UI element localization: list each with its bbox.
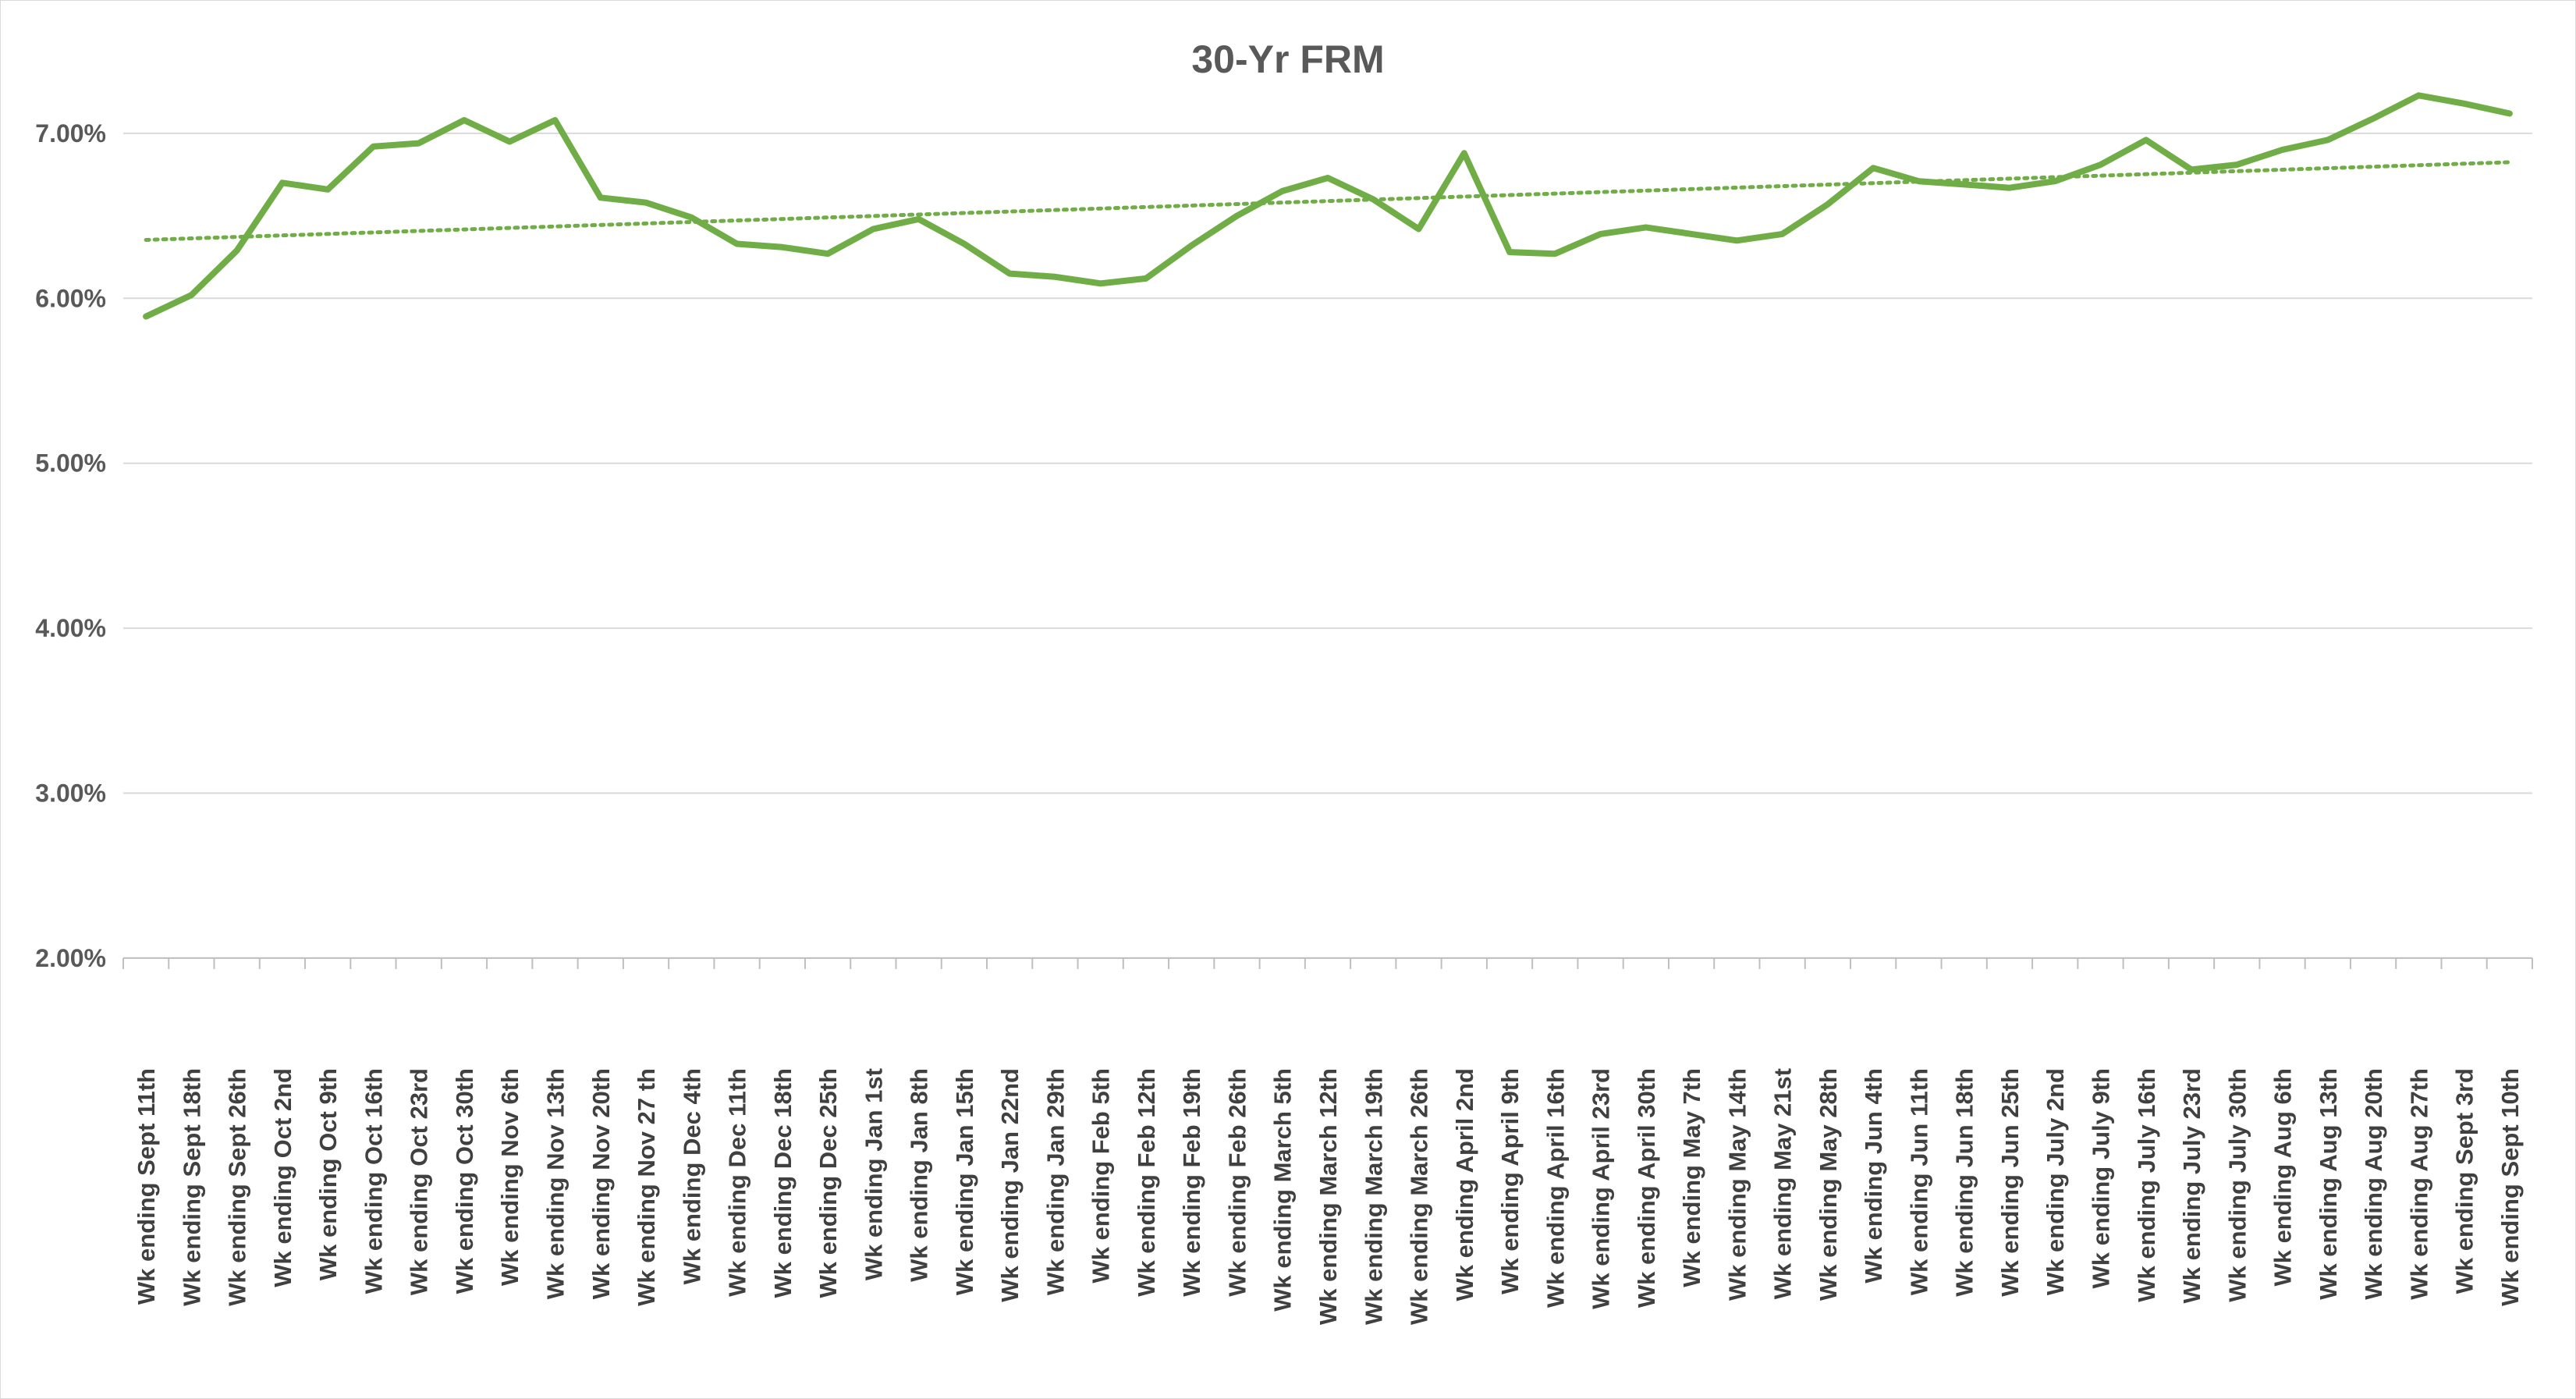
x-tick-label: Wk ending Oct 2nd: [269, 1068, 296, 1287]
x-tick-label: Wk ending Oct 30th: [451, 1068, 478, 1294]
x-tick-label: Wk ending Dec 25th: [814, 1068, 842, 1298]
x-tick-label: Wk ending April 23rd: [1588, 1068, 1615, 1309]
x-tick-label: Wk ending April 9th: [1496, 1068, 1524, 1294]
x-tick-label: Wk ending Oct 9th: [314, 1068, 342, 1280]
x-tick-label: Wk ending Oct 23rd: [406, 1068, 433, 1295]
y-tick-label: 4.00%: [35, 614, 106, 642]
x-tick-label: Wk ending July 23rd: [2178, 1068, 2205, 1303]
x-tick-label: Wk ending May 28th: [1815, 1068, 1842, 1301]
chart-title: 30-Yr FRM: [1191, 37, 1384, 81]
x-tick-label: Wk ending Jun 11th: [1905, 1068, 1932, 1295]
x-tick-label: Wk ending March 5th: [1269, 1068, 1297, 1312]
y-tick-label: 3.00%: [35, 779, 106, 808]
x-axis: [122, 957, 2533, 969]
x-tick-label: Wk ending Feb 5th: [1088, 1068, 1115, 1284]
x-tick-label: Wk ending Sept 3rd: [2451, 1068, 2478, 1294]
x-tick-label: Wk ending Jun 4th: [1860, 1068, 1887, 1284]
y-tick-label: 2.00%: [35, 944, 106, 972]
x-tick-label: Wk ending May 14th: [1723, 1068, 1751, 1301]
series-layer: [143, 92, 2513, 320]
x-tick-label: Wk ending March 19th: [1360, 1068, 1387, 1325]
x-tick-label: Wk ending Aug 6th: [2269, 1068, 2297, 1287]
x-tick-label: Wk ending Feb 26th: [1223, 1068, 1251, 1297]
x-tick-label: Wk ending July 30th: [2223, 1068, 2251, 1302]
y-axis-tick-labels: 2.00% 3.00% 4.00% 5.00% 6.00% 7.00%: [35, 119, 106, 972]
x-tick-label: Wk ending Aug 20th: [2360, 1068, 2387, 1300]
x-tick-label: Wk ending Jan 8th: [906, 1068, 933, 1282]
x-tick-label: Wk ending Jun 25th: [1996, 1068, 2024, 1297]
x-tick-label: Wk ending Jan 1st: [860, 1068, 887, 1280]
x-tick-label: Wk ending Aug 13th: [2315, 1068, 2342, 1300]
y-tick-label: 5.00%: [35, 449, 106, 478]
x-tick-label: Wk ending March 12th: [1315, 1068, 1342, 1325]
x-tick-label: Wk ending Jan 29th: [1041, 1068, 1069, 1295]
x-tick-label: Wk ending Dec 11th: [724, 1068, 751, 1297]
x-tick-label: Wk ending July 2nd: [2042, 1068, 2069, 1295]
x-tick-label: Wk ending Sept 26th: [224, 1068, 251, 1306]
x-tick-label: Wk ending July 9th: [2087, 1068, 2114, 1288]
x-tick-label: Wk ending Nov 13th: [542, 1068, 569, 1299]
x-tick-label: Wk ending Nov 20th: [587, 1068, 615, 1299]
x-tick-label: Wk ending July 16th: [2133, 1068, 2160, 1302]
x-tick-label: Wk ending May 7th: [1678, 1068, 1705, 1287]
x-tick-label: Wk ending April 30th: [1633, 1068, 1660, 1308]
x-tick-label: Wk ending Nov 6th: [496, 1068, 523, 1286]
x-tick-label: Wk ending April 2nd: [1451, 1068, 1478, 1301]
trendline-layer: [144, 160, 2512, 242]
x-tick-label: Wk ending Jun 18th: [1951, 1068, 1978, 1297]
trendline: [144, 160, 2512, 242]
x-tick-label: Wk ending Sept 11th: [133, 1068, 160, 1305]
x-tick-label: Wk ending March 26th: [1406, 1068, 1433, 1325]
x-tick-label: Wk ending Aug 27th: [2405, 1068, 2432, 1300]
x-tick-label: Wk ending Jan 22nd: [996, 1068, 1024, 1302]
y-tick-label: 7.00%: [35, 119, 106, 147]
x-tick-label: Wk ending Jan 15th: [951, 1068, 978, 1295]
x-tick-label: Wk ending Dec 4th: [678, 1068, 705, 1284]
x-tick-label: Wk ending May 21st: [1769, 1068, 1797, 1299]
x-tick-label: Wk ending Oct 16th: [360, 1068, 387, 1294]
x-tick-label: Wk ending Feb 19th: [1178, 1068, 1205, 1297]
series-line: [143, 92, 2513, 320]
gridlines: [123, 132, 2532, 959]
x-tick-label: Wk ending Sept 10th: [2496, 1068, 2524, 1306]
x-tick-label: Wk ending Feb 12th: [1133, 1068, 1160, 1297]
x-tick-label: Wk ending April 16th: [1542, 1068, 1569, 1308]
x-tick-label: Wk ending Dec 18th: [769, 1068, 797, 1298]
x-tick-label: Wk ending Nov 27 th: [633, 1068, 660, 1306]
y-tick-label: 6.00%: [35, 284, 106, 312]
x-axis-tick-labels: Wk ending Sept 11th Wk ending Sept 18th Wk…: [133, 1068, 2524, 1325]
x-tick-label: Wk ending Sept 18th: [178, 1068, 205, 1306]
